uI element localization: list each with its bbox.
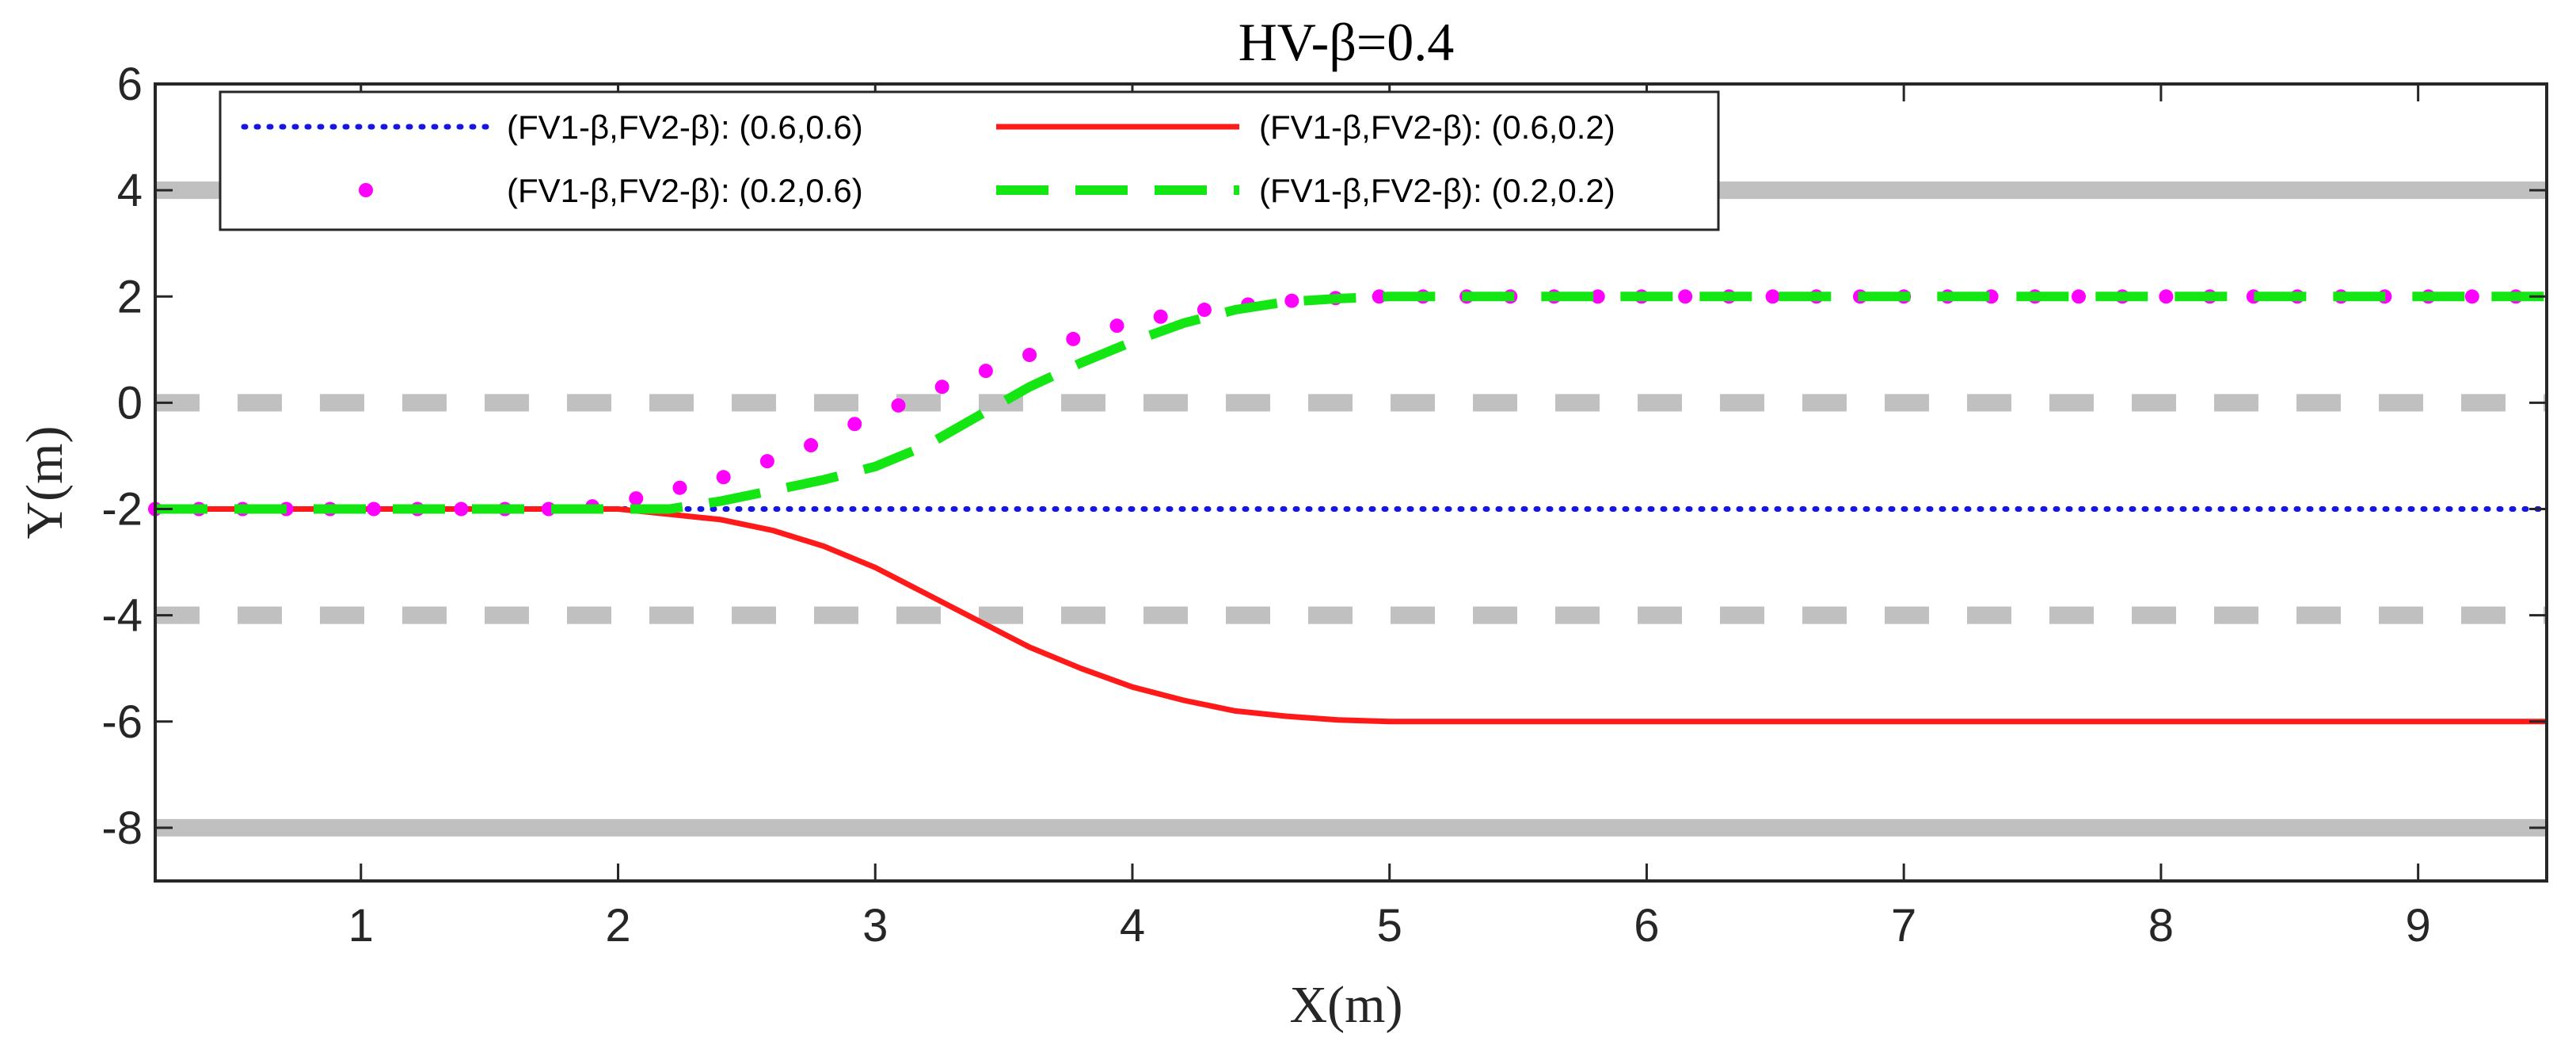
axis-ticks: 1 2 3 4 5 6 7 8 9 6 4 2 0 -2 -4 -6 -8 [101,59,2547,951]
series-2-point-46 [2159,289,2174,304]
x-tick-label-7: 8 [2148,900,2174,951]
x-tick-label-4: 5 [1377,900,1402,951]
series-1-line [155,506,2547,725]
y-axis-label: Y(m) [16,426,74,540]
y-tick-label-5: -4 [101,590,143,642]
legend-sample-2 [359,183,373,197]
x-tick-label-2: 3 [862,900,888,951]
y-tick-label-2: 2 [117,271,143,322]
x-tick-label-6: 7 [1891,900,1916,951]
series-2-point-44 [2071,289,2086,304]
y-tick-label-4: -2 [101,484,143,536]
series-2-point-7 [454,501,469,517]
legend-label-3: (FV1-β,FV2-β): (0.2,0.2) [1259,172,1615,209]
x-tick-label-3: 4 [1120,900,1145,951]
series-2-point-22 [1109,318,1124,334]
series-2-point-16 [847,417,862,432]
chart-title: HV-β=0.4 [1239,12,1455,72]
y-tick-label-1: 4 [117,165,143,216]
legend-label-1: (FV1-β,FV2-β): (0.6,0.2) [1259,109,1615,146]
y-tick-label-0: 6 [117,59,143,110]
series-2-point-33 [1590,289,1605,304]
series-2-point-35 [1678,289,1693,304]
x-tick-label-1: 2 [605,900,630,951]
series-2-point-5 [367,501,382,517]
series-2-point-18 [934,379,949,395]
x-tick-label-0: 1 [348,900,374,951]
series-2-point-21 [1066,331,1081,346]
series-2-point-12 [672,480,687,495]
legend-label-2: (FV1-β,FV2-β): (0.2,0.6) [507,172,863,209]
series-2-point-15 [804,438,819,453]
series-2-point-23 [1153,309,1168,324]
x-tick-label-5: 6 [1634,900,1659,951]
series-2-point-19 [978,364,993,379]
plot-frame [154,82,2548,883]
series-layer [148,289,2550,725]
y-tick-label-3: 0 [117,377,143,429]
legend-box [219,90,1720,231]
x-tick-label-8: 9 [2406,900,2431,951]
series-2-point-53 [2464,289,2479,304]
series-3-line [155,292,2547,514]
series-2-point-14 [759,454,774,469]
x-axis-label: X(m) [1290,976,1403,1034]
y-tick-label-7: -8 [101,803,143,854]
series-2-point-13 [716,470,731,485]
series-2-point-17 [891,398,906,413]
y-tick-label-6: -6 [101,696,143,748]
legend: (FV1-β,FV2-β): (0.6,0.6) (FV1-β,FV2-β): … [219,90,1720,231]
series-2-point-11 [629,491,644,506]
series-2-point-20 [1022,348,1037,363]
series-2-point-26 [1284,293,1299,308]
series-2-point-24 [1197,303,1212,318]
series-2-point-37 [1765,289,1780,304]
legend-label-0: (FV1-β,FV2-β): (0.6,0.6) [507,109,863,146]
